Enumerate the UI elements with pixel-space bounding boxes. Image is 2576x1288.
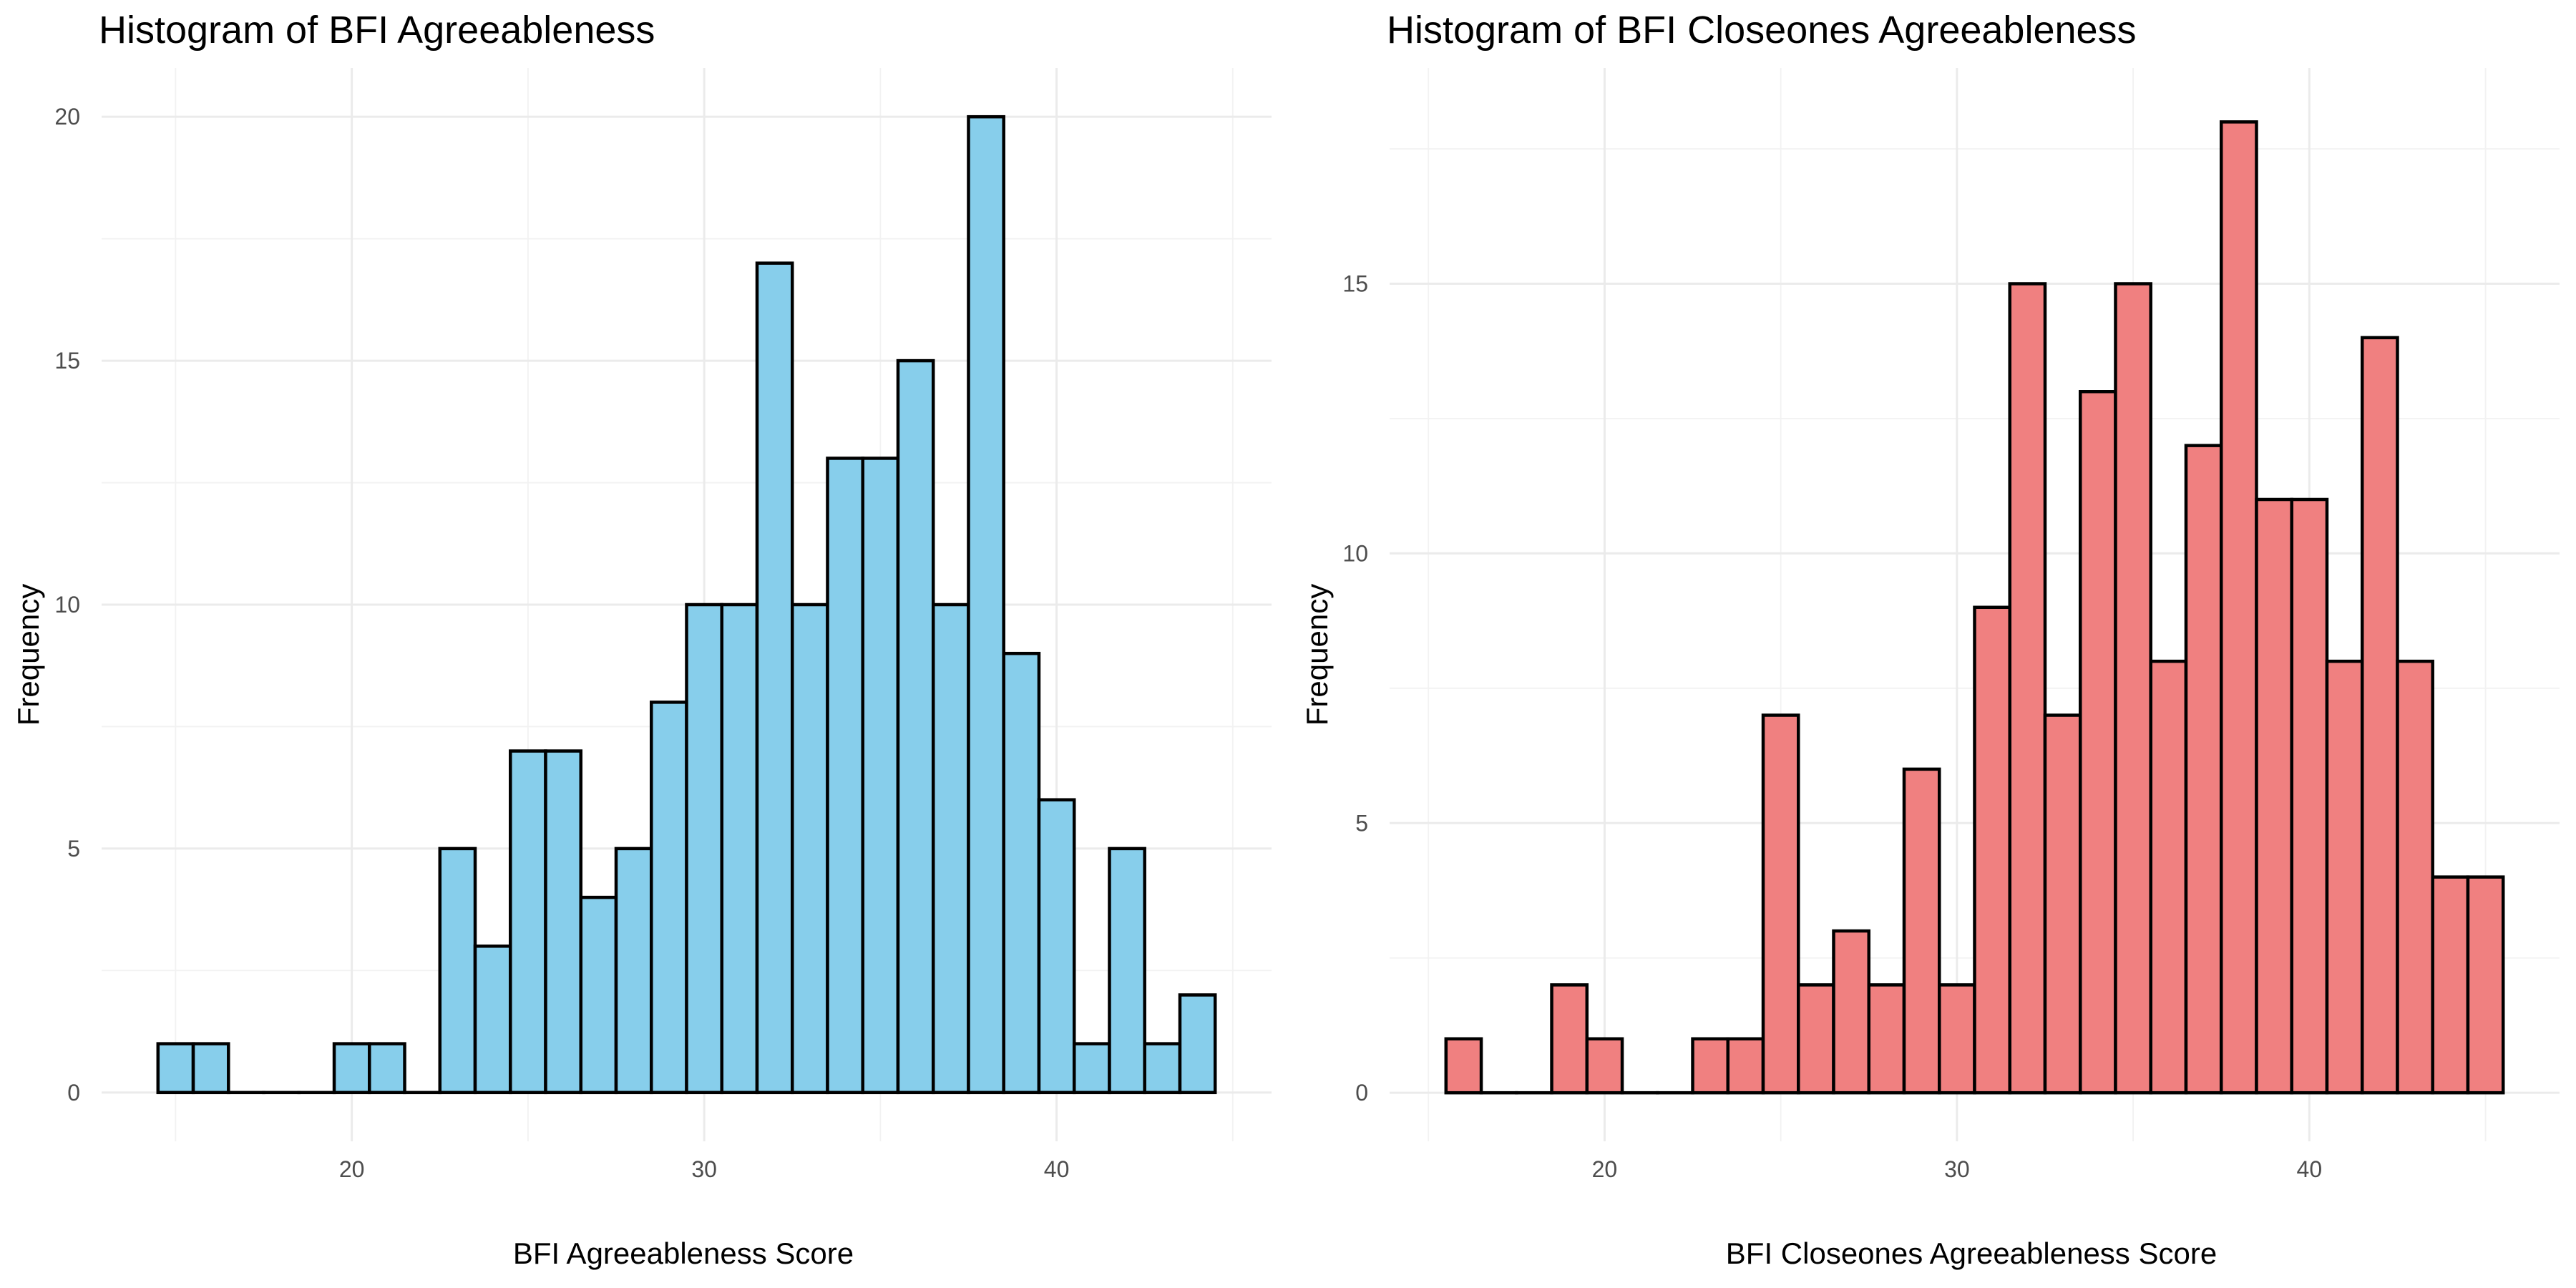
y-axis-title: Frequency	[11, 584, 45, 726]
histogram-bar	[2184, 444, 2223, 1095]
histogram-bar	[1691, 1037, 1730, 1095]
histogram-bar	[2290, 497, 2329, 1095]
histogram-bar	[332, 1042, 371, 1095]
histogram-bar	[438, 847, 477, 1095]
histogram-bar	[473, 945, 512, 1095]
y-tick-label: 0	[1355, 1080, 1368, 1106]
histogram-bar	[191, 1042, 230, 1095]
x-tick-label: 20	[1592, 1156, 1618, 1182]
histogram-bar	[509, 749, 547, 1095]
bars	[156, 114, 1217, 1095]
histogram-bar	[896, 358, 935, 1095]
histogram-bar	[2078, 390, 2117, 1095]
histogram-bar	[2008, 282, 2047, 1095]
y-tick-label: 0	[67, 1080, 80, 1106]
histogram-bar	[685, 602, 723, 1095]
x-tick-label: 40	[2297, 1156, 2323, 1182]
histogram-bar	[1002, 651, 1041, 1095]
histogram-bar	[1550, 983, 1589, 1095]
y-tick-label: 15	[1342, 271, 1368, 297]
histogram-panel-closeones-agreeableness: Histogram of BFI Closeones Agreeableness…	[1300, 9, 2560, 1270]
histogram-bar	[790, 602, 829, 1095]
x-axis-title: BFI Closeones Agreeableness Score	[1726, 1236, 2217, 1270]
histogram-bar	[1938, 983, 1976, 1095]
chart-title: Histogram of BFI Agreeableness	[99, 9, 655, 52]
bars	[1444, 120, 2505, 1095]
histogram-bar	[1072, 1042, 1111, 1095]
histogram-bar	[579, 895, 618, 1095]
y-tick-label: 10	[1342, 540, 1368, 566]
histogram-bar	[2114, 282, 2152, 1095]
histogram-bar	[2360, 336, 2399, 1095]
histogram-bar	[1037, 798, 1076, 1095]
histogram-bar	[967, 114, 1005, 1095]
histogram-bar	[2149, 659, 2188, 1095]
histogram-bar	[2255, 497, 2293, 1095]
histogram-bar	[1867, 983, 1906, 1095]
histogram-bar	[368, 1042, 406, 1095]
histogram-bar	[1143, 1042, 1182, 1095]
x-tick-label: 30	[691, 1156, 717, 1182]
x-tick-label: 20	[339, 1156, 365, 1182]
histogram-bar	[1444, 1037, 1483, 1095]
histogram-bar	[614, 847, 653, 1095]
histogram-bar	[1973, 605, 2011, 1095]
histogram-bar	[2325, 659, 2364, 1095]
histogram-bar	[544, 749, 583, 1095]
tick-labels: 0 5 10 15 20 20 30 40	[54, 104, 1069, 1182]
y-tick-label: 10	[54, 592, 80, 618]
histogram-bar	[826, 457, 864, 1095]
histogram-bar	[2396, 659, 2434, 1095]
histogram-bar	[2219, 120, 2258, 1095]
histogram-bar	[650, 701, 688, 1095]
y-tick-label: 5	[67, 836, 80, 862]
histogram-bar	[156, 1042, 195, 1095]
histogram-bar	[1726, 1037, 1765, 1095]
histogram-bar	[931, 602, 970, 1095]
chart-title: Histogram of BFI Closeones Agreeableness	[1387, 9, 2137, 52]
histogram-bar	[861, 457, 900, 1095]
histogram-bar	[720, 602, 759, 1095]
x-axis-title: BFI Agreeableness Score	[513, 1236, 854, 1270]
histogram-bar	[1108, 847, 1146, 1095]
histogram-bar	[1832, 929, 1871, 1095]
y-axis-title: Frequency	[1300, 584, 1334, 726]
y-tick-label: 20	[54, 104, 80, 130]
histogram-bar	[755, 261, 794, 1095]
histogram-bar	[1178, 993, 1217, 1095]
histogram-bar	[2466, 875, 2505, 1095]
tick-labels: 0 5 10 15 20 30 40	[1342, 271, 2322, 1182]
y-tick-label: 15	[54, 348, 80, 374]
histogram-bar	[2043, 713, 2082, 1095]
histogram-panel-agreeableness: Histogram of BFI Agreeableness 0 5 10 15 20 2…	[11, 9, 1272, 1270]
histogram-bar	[1797, 983, 1835, 1095]
histogram-bar	[2431, 875, 2470, 1095]
histogram-bar	[1585, 1037, 1624, 1095]
y-tick-label: 5	[1355, 810, 1368, 836]
histogram-bar	[1902, 767, 1941, 1095]
x-tick-label: 40	[1044, 1156, 1070, 1182]
histogram-bar	[1761, 713, 1800, 1095]
gridlines	[102, 68, 1272, 1141]
x-tick-label: 30	[1944, 1156, 1970, 1182]
